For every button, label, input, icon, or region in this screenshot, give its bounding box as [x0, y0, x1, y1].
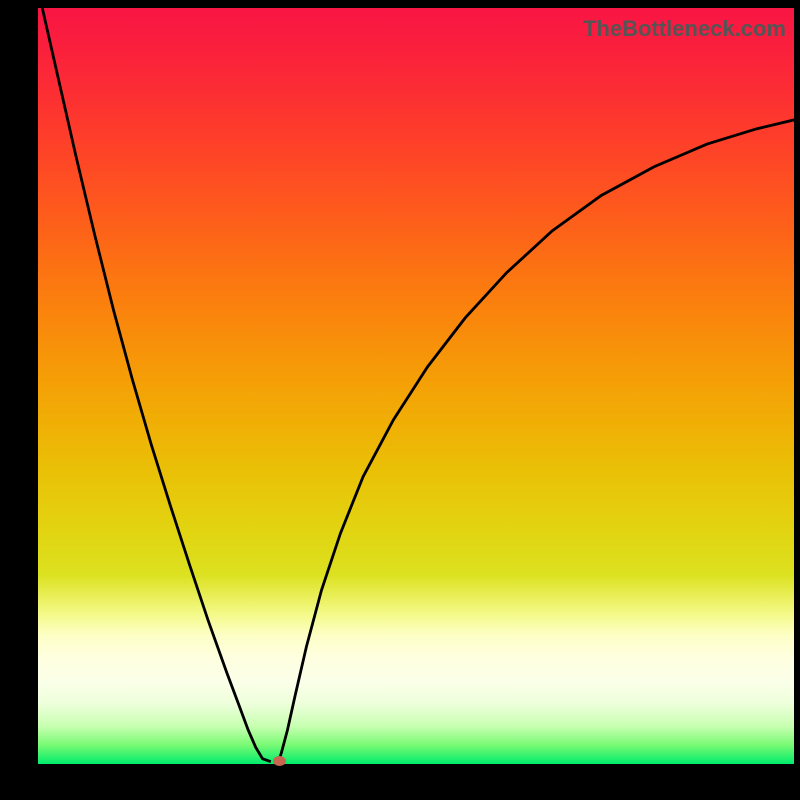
plot-background [38, 8, 794, 764]
chart-container: TheBottleneck.com [38, 8, 794, 764]
optimal-point-marker [273, 756, 286, 766]
watermark-text: TheBottleneck.com [583, 16, 786, 42]
